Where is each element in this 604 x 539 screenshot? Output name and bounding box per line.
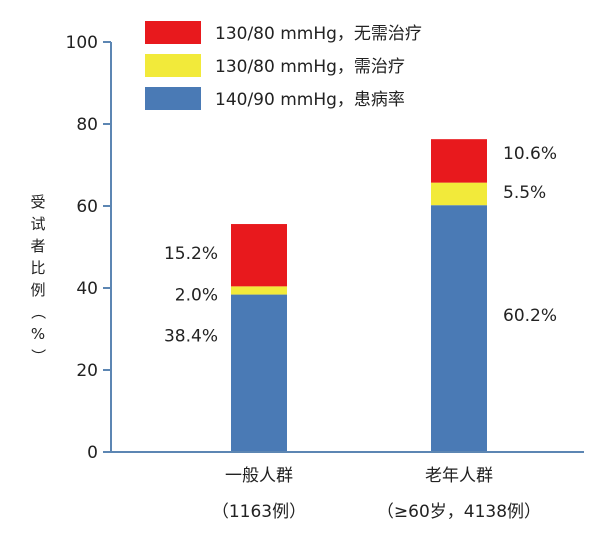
y-tick-label: 40 [76,279,98,299]
data-label: 5.5% [503,183,546,203]
y-axis-label-char: 例 [30,281,45,299]
legend-swatch [145,87,201,110]
y-axis-label-char: 比 [30,259,45,277]
y-axis-label-char: ） [29,348,47,363]
y-axis-label-char: % [31,325,45,343]
legend: 130/80 mmHg，无需治疗 130/80 mmHg，需治疗 140/90 mm… [145,21,422,110]
legend-swatch [145,21,201,44]
bars [231,139,487,452]
y-axis: 0 20 40 60 80 100 [66,33,112,463]
data-label: 10.6% [503,144,557,164]
legend-label: 130/80 mmHg，无需治疗 [215,24,422,44]
legend-label: 140/90 mmHg，患病率 [215,90,405,110]
x-axis: 一般人群 （1163例） 老年人群 （≥60岁，4138例） [111,451,584,522]
category-sublabel: （1163例） [212,502,306,522]
legend-label: 130/80 mmHg，需治疗 [215,57,405,77]
y-tick-label: 80 [76,115,98,135]
data-labels: 38.4% 2.0% 15.2% 60.2% 5.5% 10.6% [164,144,557,346]
y-tick-label: 20 [76,361,98,381]
y-axis-label-char: 受 [30,193,45,211]
data-label: 60.2% [503,306,557,326]
y-tick-label: 100 [66,33,98,53]
y-axis-label-char: 试 [30,215,45,233]
category-label: 一般人群 [225,466,293,486]
y-tick-label: 60 [76,197,98,217]
bar-segment [431,205,487,452]
data-label: 2.0% [175,285,218,305]
data-label: 15.2% [164,244,218,264]
bar-segment [431,182,487,206]
bar-segment [231,294,287,452]
legend-swatch [145,54,201,77]
bar-segment [231,286,287,295]
data-label: 38.4% [164,326,218,346]
y-axis-label-char: （ [29,304,47,319]
bar-segment [231,224,287,287]
y-tick-label: 0 [87,443,98,463]
y-axis-label-char: 者 [30,237,45,255]
category-sublabel: （≥60岁，4138例） [377,502,541,522]
category-label: 老年人群 [425,466,493,486]
bar-segment [431,139,487,183]
